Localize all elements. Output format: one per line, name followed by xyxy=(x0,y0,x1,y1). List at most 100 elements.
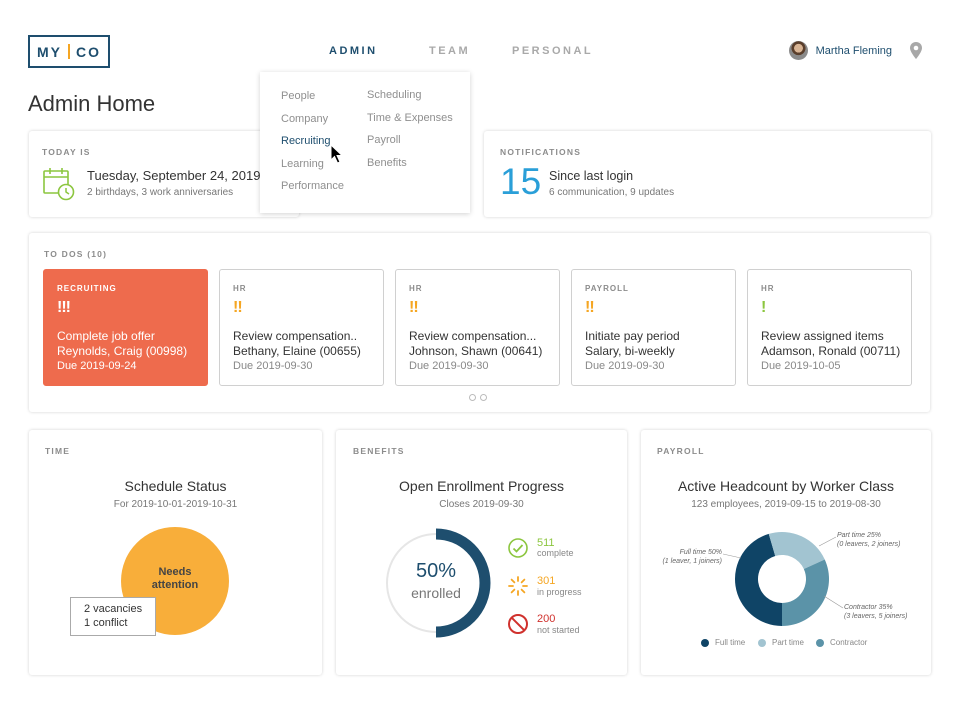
menu-item-learning[interactable]: Learning xyxy=(281,157,324,170)
tooltip-line-1: 2 vacancies xyxy=(84,603,143,615)
todo-card[interactable]: HR !! Review compensation... Johnson, Sh… xyxy=(395,269,560,386)
payroll-label: PAYROLL xyxy=(657,446,705,456)
logo-divider xyxy=(68,44,70,59)
prohibited-icon xyxy=(508,614,528,634)
dropdown-column-1: People Company Recruiting Learning Perfo… xyxy=(281,90,344,194)
stat-complete-value: 511 xyxy=(537,537,555,549)
todo-priority: !! xyxy=(585,299,595,316)
headcount-donut-chart xyxy=(735,532,829,626)
menu-item-company[interactable]: Company xyxy=(281,112,329,125)
user-name[interactable]: Martha Fleming xyxy=(815,44,892,57)
todo-task: Review compensation... xyxy=(409,329,537,343)
todo-due-date: Due 2019-09-30 xyxy=(233,360,313,372)
main-nav: ADMIN TEAM PERSONAL xyxy=(0,45,960,59)
todo-subject: Bethany, Elaine (00655) xyxy=(233,344,361,358)
status-line-2: attention xyxy=(151,579,199,591)
note-full-time-detail: (1 leaver, 1 joiners) xyxy=(662,558,722,565)
today-card: TODAY IS Tuesday, September 24, 2019 2 b… xyxy=(29,131,299,217)
todo-due-date: Due 2019-09-30 xyxy=(585,360,665,372)
nav-team[interactable]: TEAM xyxy=(429,45,471,57)
note-contractor-detail: (3 leavers, 5 joiners) xyxy=(844,613,908,620)
legend-swatch xyxy=(758,638,766,647)
headcount-sub: 123 employees, 2019-09-15 to 2019-08-30 xyxy=(691,499,881,510)
schedule-status-title: Schedule Status xyxy=(124,478,227,494)
menu-item-people[interactable]: People xyxy=(281,90,316,102)
note-contractor-pct: Contractor 35% xyxy=(844,604,893,611)
menu-item-benefits[interactable]: Benefits xyxy=(367,156,407,169)
slice-contractor[interactable] xyxy=(782,559,829,626)
stat-complete-label: complete xyxy=(537,548,574,558)
todo-priority: !! xyxy=(233,299,243,316)
todo-card[interactable]: PAYROLL !! Initiate pay period Salary, b… xyxy=(571,269,736,386)
todo-subject: Adamson, Ronald (00711) xyxy=(761,344,901,358)
nav-personal[interactable]: PERSONAL xyxy=(512,45,594,57)
todo-subject: Johnson, Shawn (00641) xyxy=(409,344,543,358)
todo-due-date: Due 2019-10-05 xyxy=(761,360,841,372)
todo-subject: Salary, bi-weekly xyxy=(585,344,675,358)
schedule-tooltip: 2 vacancies 1 conflict xyxy=(70,597,156,636)
legend-label-contractor: Contractor xyxy=(830,638,868,647)
payroll-card: PAYROLL Active Headcount by Worker Class… xyxy=(641,430,931,675)
slice-full-time[interactable] xyxy=(735,533,782,626)
todo-card[interactable]: RECRUITING !!! Complete job offer Reynol… xyxy=(43,269,208,386)
avatar[interactable] xyxy=(788,41,808,60)
slice-part-time[interactable] xyxy=(768,532,825,570)
todo-card[interactable]: HR !! Review compensation.. Bethany, Ela… xyxy=(219,269,384,386)
todo-task: Complete job offer xyxy=(57,329,155,343)
schedule-status-label: Needs attention xyxy=(121,566,229,592)
logo-text-right: CO xyxy=(76,43,101,60)
today-date: Tuesday, September 24, 2019 xyxy=(87,168,261,183)
logo-text-left: MY xyxy=(37,43,62,60)
enrollment-sub: Closes 2019-09-30 xyxy=(439,499,524,510)
status-line-1: Needs xyxy=(158,566,192,578)
time-card: TIME Schedule Status For 2019-10-01-2019… xyxy=(29,430,322,675)
todo-task: Review compensation.. xyxy=(233,329,358,343)
pagination-dot-2[interactable] xyxy=(480,394,487,401)
menu-item-scheduling[interactable]: Scheduling xyxy=(367,89,422,101)
legend-swatch xyxy=(816,638,824,647)
menu-item-performance[interactable]: Performance xyxy=(281,180,344,192)
legend-swatch xyxy=(701,638,709,647)
menu-item-recruiting[interactable]: Recruiting xyxy=(281,135,331,147)
legend-label-full-time: Full time xyxy=(715,638,746,647)
todo-priority: !! xyxy=(409,299,419,316)
stat-in-progress-label: in progress xyxy=(537,587,582,597)
todo-priority: !!! xyxy=(57,299,71,316)
user-menu[interactable]: Martha Fleming xyxy=(788,41,924,60)
schedule-status-sub: For 2019-10-01-2019-10-31 xyxy=(113,499,238,510)
notifications-label: NOTIFICATIONS xyxy=(500,147,582,157)
note-leader-lines xyxy=(722,536,844,609)
dropdown-column-2: Scheduling Time & Expenses Payroll Benef… xyxy=(367,89,453,170)
notifications-main: Since last login xyxy=(549,169,634,183)
calendar-clock-icon xyxy=(43,168,75,201)
enrollment-word: enrolled xyxy=(411,585,461,601)
menu-item-payroll[interactable]: Payroll xyxy=(367,134,401,146)
mouse-cursor-icon xyxy=(330,144,344,164)
tooltip-line-2: 1 conflict xyxy=(84,617,128,629)
todo-task: Initiate pay period xyxy=(585,329,680,343)
nav-admin[interactable]: ADMIN xyxy=(329,45,378,57)
check-circle-icon xyxy=(508,538,528,558)
todo-category: HR xyxy=(233,284,247,293)
stat-not-started-label: not started xyxy=(537,625,580,635)
todo-subject: Reynolds, Craig (00998) xyxy=(57,344,188,358)
time-label: TIME xyxy=(45,446,71,456)
notifications-card[interactable]: NOTIFICATIONS 15 Since last login 6 comm… xyxy=(484,131,931,217)
enrollment-progress-ring xyxy=(386,528,491,638)
app-logo[interactable]: MY CO xyxy=(28,35,110,68)
todo-card[interactable]: HR ! Review assigned items Adamson, Rona… xyxy=(747,269,912,386)
notifications-sub: 6 communication, 9 updates xyxy=(549,187,675,198)
legend-item: Part time xyxy=(758,638,804,647)
legend-item: Full time xyxy=(701,638,745,647)
notifications-count: 15 xyxy=(500,161,542,202)
stat-not-started-value: 200 xyxy=(537,613,556,625)
todo-task: Review assigned items xyxy=(761,329,884,343)
todo-due-date: Due 2019-09-30 xyxy=(409,360,489,372)
todo-due-date: Due 2019-09-24 xyxy=(57,360,137,372)
map-pin-icon[interactable] xyxy=(908,41,924,60)
enrollment-progress-arc xyxy=(435,528,491,638)
pagination-dot-1[interactable] xyxy=(469,394,476,401)
note-part-time-detail: (0 leavers, 2 joiners) xyxy=(837,541,901,548)
menu-item-time-expenses[interactable]: Time & Expenses xyxy=(367,111,453,124)
benefits-label: BENEFITS xyxy=(353,446,405,456)
